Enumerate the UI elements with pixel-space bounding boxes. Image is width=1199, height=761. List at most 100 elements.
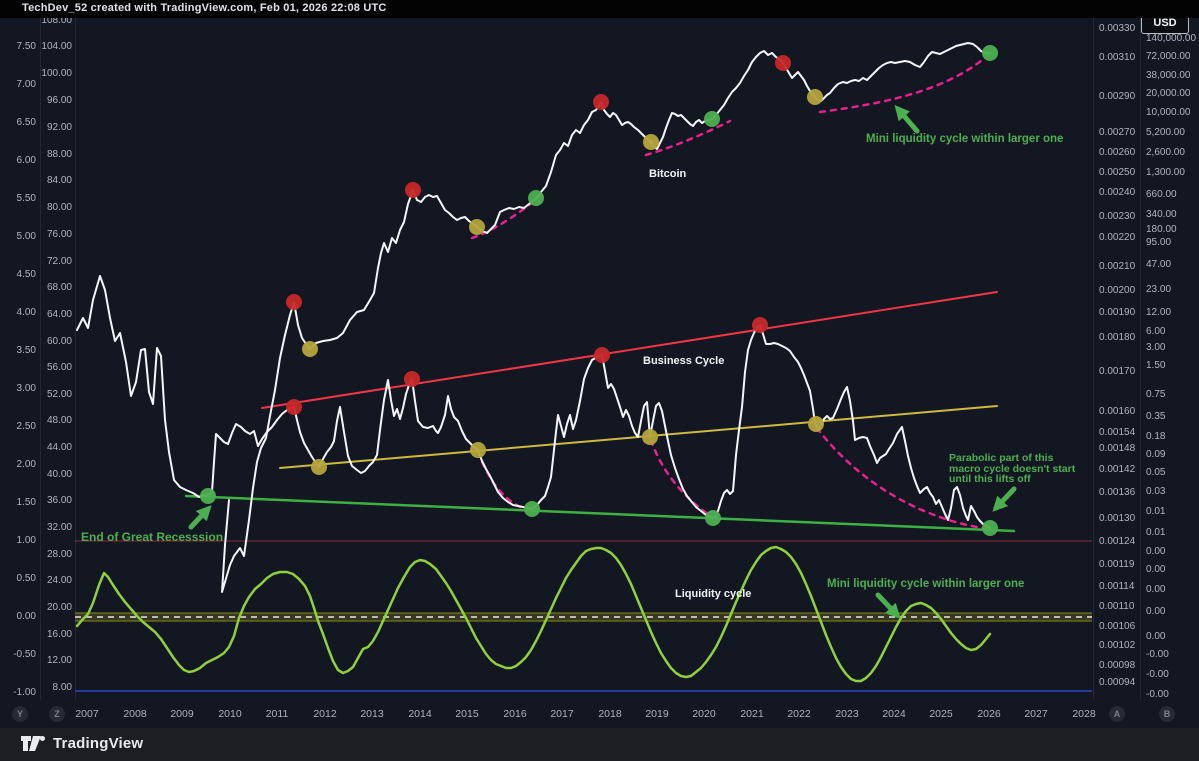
tradingview-wordmark: TradingView <box>53 735 144 752</box>
bitcoin-top-dot[interactable] <box>286 294 302 310</box>
price-tick-label: 24.00 <box>46 575 72 586</box>
biz-rolldown-curve-2022-2026[interactable] <box>815 426 990 531</box>
arrow-mini-cycle-top[interactable] <box>894 105 920 134</box>
bitcoin-bear-dot[interactable] <box>302 341 318 357</box>
price-tick-label: 0.00114 <box>1099 581 1135 592</box>
bitcoin-top-dot[interactable] <box>593 94 609 110</box>
price-tick-label: 0.00190 <box>1099 307 1136 318</box>
price-tick-label: 0.00240 <box>1099 187 1136 198</box>
biz-rolldown-curve-2019[interactable] <box>649 438 714 519</box>
business-top-dot[interactable] <box>752 317 768 333</box>
left-outer-price-scale[interactable]: 7.50 7.00 6.50 6.00 5.50 5.00 4.50 4.00 3.50 3.00… <box>0 0 36 700</box>
right-outer-price-scale[interactable]: 140,000.00 72,000.00 38,000.00 20,000.00 10,… <box>1146 0 1198 700</box>
price-tick-label: 6.00 <box>1146 326 1166 337</box>
price-tick-label: 0.00330 <box>1099 23 1136 34</box>
year-label: 2020 <box>692 708 716 720</box>
price-tick-label: 0.00220 <box>1099 232 1136 243</box>
year-label: 2010 <box>218 708 242 720</box>
price-tick-label: 10,000.00 <box>1146 107 1191 118</box>
year-label: 2013 <box>360 708 384 720</box>
scale-badge-y[interactable]: Y <box>12 706 28 722</box>
price-tick-label: 0.18 <box>1146 431 1166 442</box>
price-tick-label: 0.00250 <box>1099 167 1136 178</box>
price-tick-label: -0.00 <box>1146 649 1169 660</box>
price-tick-label: 20,000.00 <box>1146 88 1191 99</box>
axis-separator <box>1093 18 1094 700</box>
year-label: 2023 <box>835 708 859 720</box>
price-tick-label: 0.35 <box>1146 411 1166 422</box>
bitcoin-bottom-dot[interactable] <box>528 190 544 206</box>
bitcoin-bottom-dot[interactable] <box>704 111 720 127</box>
business-cycle-line[interactable] <box>76 275 991 529</box>
business-bear-dot[interactable] <box>311 459 327 475</box>
price-tick-label: 0.00102 <box>1099 640 1136 651</box>
right-inner-price-scale[interactable]: 0.00330 0.00310 0.00290 0.00270 0.00260 0.002… <box>1099 0 1143 700</box>
time-axis[interactable]: 2007 2008 2009 2010 2011 2012 2013 2014 2015 2016… <box>0 700 1199 728</box>
scale-badge-b[interactable]: B <box>1159 706 1175 722</box>
bitcoin-bear-dot[interactable] <box>469 219 485 235</box>
price-tick-label: 48.00 <box>46 415 72 426</box>
btc-accumulation-curve-2022-2026[interactable] <box>818 54 989 114</box>
scale-badge-z[interactable]: Z <box>49 706 65 722</box>
price-tick-label: 96.00 <box>46 95 72 106</box>
biz-rolldown-curve-2015[interactable] <box>476 450 534 514</box>
price-tick-label: 0.00230 <box>1099 211 1136 222</box>
annotation-parabolic-line2: macro cycle doesn't start <box>949 462 1076 475</box>
price-tick-label: 6.00 <box>16 155 36 166</box>
year-label: 2011 <box>265 708 289 720</box>
business-bottom-dot[interactable] <box>982 520 998 536</box>
business-bottom-dot[interactable] <box>705 510 721 526</box>
price-tick-label: 60.00 <box>46 336 72 347</box>
btc-accumulation-curve-2019[interactable] <box>644 119 732 157</box>
price-tick-label: 0.00 <box>1146 631 1166 642</box>
bitcoin-bear-dot[interactable] <box>643 134 659 150</box>
price-tick-label: 4.50 <box>16 269 36 280</box>
price-tick-label: 3.00 <box>1146 342 1166 353</box>
business-bear-dot[interactable] <box>642 429 658 445</box>
business-bear-dot[interactable] <box>808 416 824 432</box>
business-peaks-trendline[interactable] <box>261 291 998 409</box>
business-top-dot[interactable] <box>594 347 610 363</box>
annotation-mini-cycle-top: Mini liquidity cycle within larger one <box>866 133 1064 145</box>
tradingview-logo[interactable]: TradingView <box>21 735 143 752</box>
bitcoin-bottom-dot[interactable] <box>982 45 998 61</box>
business-bear-dot[interactable] <box>470 442 486 458</box>
bitcoin-price-line[interactable] <box>221 42 991 593</box>
price-tick-label: 44.00 <box>46 442 72 453</box>
arrow-parabolic-liftoff[interactable] <box>992 486 1017 512</box>
business-bottoms-trendline[interactable] <box>184 494 1016 533</box>
arrow-recession-bottom[interactable] <box>188 505 212 530</box>
year-label: 2016 <box>503 708 527 720</box>
scale-badge-a[interactable]: A <box>1109 706 1125 722</box>
price-tick-label: 0.00180 <box>1099 332 1136 343</box>
year-label: 2025 <box>929 708 953 720</box>
price-tick-label: 0.01 <box>1146 527 1166 538</box>
business-bottom-dot[interactable] <box>524 501 540 517</box>
price-tick-label: 5.50 <box>16 193 36 204</box>
price-tick-label: 340.00 <box>1146 209 1177 220</box>
business-top-dot[interactable] <box>286 399 302 415</box>
bitcoin-bear-dot[interactable] <box>807 89 823 105</box>
attribution-bar: TechDev_52 created with TradingView.com,… <box>0 0 1199 18</box>
bitcoin-top-dot[interactable] <box>405 182 421 198</box>
year-label: 2028 <box>1072 708 1096 720</box>
price-tick-label: 8.00 <box>52 682 72 693</box>
price-tick-label: 5,200.00 <box>1146 127 1185 138</box>
business-top-dot[interactable] <box>404 371 420 387</box>
left-inner-price-scale[interactable]: 108.00 104.00 100.00 96.00 92.00 88.00 84.00 80… <box>38 0 72 700</box>
business-bottom-dot[interactable] <box>200 488 216 504</box>
price-tick-label: 0.00098 <box>1099 660 1136 671</box>
tradingview-logo-icon <box>21 736 45 751</box>
arrow-mini-cycle-bottom[interactable] <box>875 592 901 619</box>
liquidity-cycle-line[interactable] <box>75 545 992 683</box>
year-label: 2012 <box>313 708 337 720</box>
price-tick-label: 52.00 <box>46 389 72 400</box>
annotation-parabolic: Parabolic part of this macro cycle doesn… <box>949 453 1075 485</box>
price-tick-label: 180.00 <box>1146 224 1177 235</box>
price-tick-label: 0.75 <box>1146 389 1166 400</box>
price-tick-label: 3.00 <box>16 383 36 394</box>
bitcoin-top-dot[interactable] <box>775 55 791 71</box>
price-tick-label: 104.00 <box>41 41 72 52</box>
